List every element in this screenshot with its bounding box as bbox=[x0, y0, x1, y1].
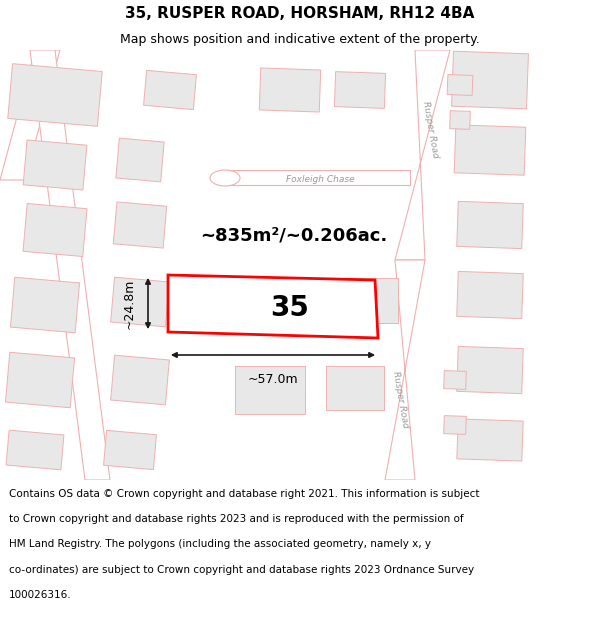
Text: ~835m²/~0.206ac.: ~835m²/~0.206ac. bbox=[200, 226, 387, 244]
Polygon shape bbox=[168, 275, 378, 338]
Polygon shape bbox=[457, 419, 523, 461]
Polygon shape bbox=[343, 278, 398, 322]
Polygon shape bbox=[385, 260, 425, 480]
Polygon shape bbox=[143, 71, 196, 109]
Text: co-ordinates) are subject to Crown copyright and database rights 2023 Ordnance S: co-ordinates) are subject to Crown copyr… bbox=[9, 565, 474, 575]
Polygon shape bbox=[235, 366, 305, 414]
Text: to Crown copyright and database rights 2023 and is reproduced with the permissio: to Crown copyright and database rights 2… bbox=[9, 514, 464, 524]
Text: ~57.0m: ~57.0m bbox=[248, 373, 298, 386]
Text: HM Land Registry. The polygons (including the associated geometry, namely x, y: HM Land Registry. The polygons (includin… bbox=[9, 539, 431, 549]
Polygon shape bbox=[326, 366, 384, 410]
Polygon shape bbox=[443, 371, 466, 389]
Polygon shape bbox=[8, 64, 102, 126]
Text: Rusper Road: Rusper Road bbox=[421, 101, 439, 159]
Polygon shape bbox=[104, 431, 157, 469]
Polygon shape bbox=[220, 170, 410, 185]
Polygon shape bbox=[259, 68, 321, 112]
Polygon shape bbox=[449, 111, 470, 129]
Text: ~24.8m: ~24.8m bbox=[123, 279, 136, 329]
Text: 35, RUSPER ROAD, HORSHAM, RH12 4BA: 35, RUSPER ROAD, HORSHAM, RH12 4BA bbox=[125, 6, 475, 21]
Text: 35: 35 bbox=[271, 294, 310, 322]
Polygon shape bbox=[457, 271, 523, 319]
Polygon shape bbox=[447, 74, 473, 96]
Polygon shape bbox=[5, 352, 74, 408]
Polygon shape bbox=[334, 72, 386, 108]
Polygon shape bbox=[395, 50, 450, 260]
Text: Foxleigh Chase: Foxleigh Chase bbox=[286, 176, 355, 184]
Polygon shape bbox=[113, 202, 167, 248]
Polygon shape bbox=[10, 278, 80, 332]
Polygon shape bbox=[0, 50, 60, 180]
Polygon shape bbox=[23, 204, 87, 256]
Polygon shape bbox=[452, 51, 529, 109]
Polygon shape bbox=[443, 416, 466, 434]
Ellipse shape bbox=[210, 170, 240, 186]
Text: 100026316.: 100026316. bbox=[9, 590, 71, 600]
Polygon shape bbox=[457, 346, 523, 394]
Text: Rusper Road: Rusper Road bbox=[391, 371, 409, 429]
Polygon shape bbox=[257, 280, 323, 330]
Polygon shape bbox=[110, 278, 169, 327]
Polygon shape bbox=[116, 138, 164, 182]
Text: Map shows position and indicative extent of the property.: Map shows position and indicative extent… bbox=[120, 34, 480, 46]
Polygon shape bbox=[457, 201, 523, 249]
Polygon shape bbox=[110, 355, 169, 405]
Polygon shape bbox=[6, 430, 64, 470]
Polygon shape bbox=[23, 140, 87, 190]
Polygon shape bbox=[454, 125, 526, 175]
Text: Contains OS data © Crown copyright and database right 2021. This information is : Contains OS data © Crown copyright and d… bbox=[9, 489, 479, 499]
Polygon shape bbox=[30, 50, 110, 480]
